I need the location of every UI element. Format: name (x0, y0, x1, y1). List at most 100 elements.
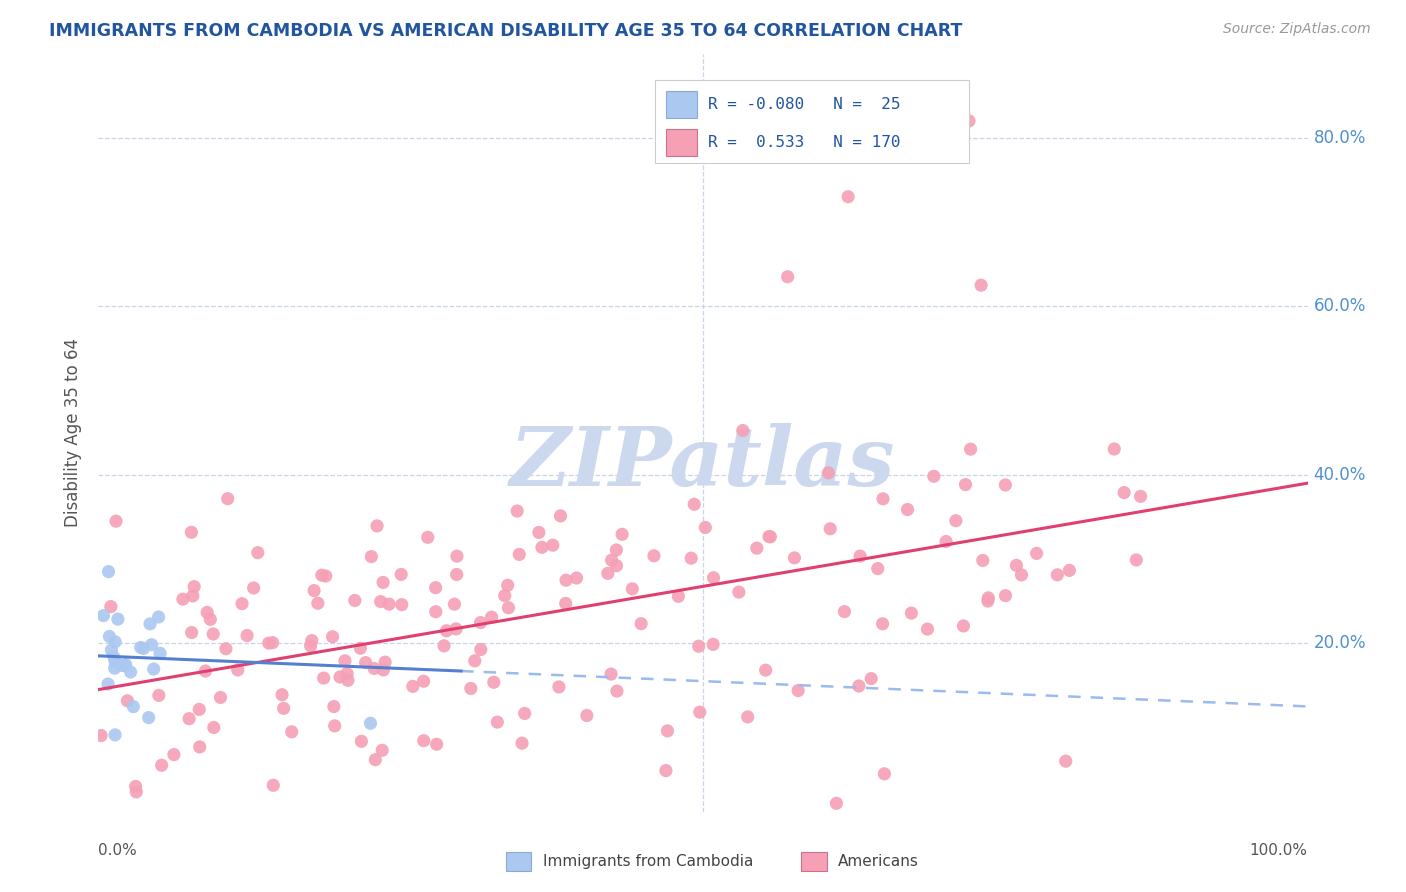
Point (188, 702, 211, 716)
Point (142, 662, 165, 676)
Point (530, 541, 553, 555)
Point (195, 606, 218, 620)
Point (510, 736, 533, 750)
Point (354, 656, 377, 670)
Point (179, 712, 201, 726)
Point (688, 639, 710, 653)
Point (541, 538, 564, 552)
Point (336, 666, 359, 681)
Point (681, 551, 703, 566)
Point (994, 478, 1017, 492)
Point (366, 519, 388, 533)
Point (513, 706, 536, 721)
Point (209, 690, 232, 705)
Point (180, 625, 202, 640)
Point (181, 589, 204, 603)
Point (301, 633, 323, 648)
Point (977, 591, 1000, 605)
Point (114, 657, 136, 672)
Point (100, 599, 122, 614)
Point (180, 525, 202, 540)
Point (236, 628, 259, 642)
Point (1059, 563, 1081, 577)
Point (446, 567, 468, 582)
Point (370, 594, 392, 608)
Point (745, 541, 768, 556)
Point (433, 639, 456, 653)
Point (610, 527, 633, 541)
Text: 20.0%: 20.0% (1313, 634, 1367, 652)
Point (374, 655, 396, 669)
Point (188, 739, 211, 754)
Point (783, 550, 806, 565)
Text: ZIPatlas: ZIPatlas (510, 423, 896, 503)
Point (302, 583, 325, 598)
Point (132, 641, 155, 656)
Point (970, 278, 993, 293)
Point (112, 658, 135, 673)
Point (280, 724, 302, 739)
Point (90, 729, 112, 743)
Point (896, 502, 918, 516)
Point (312, 671, 335, 685)
Point (849, 549, 872, 563)
Point (364, 753, 387, 767)
Point (695, 520, 717, 534)
Point (758, 530, 780, 544)
Point (104, 728, 127, 742)
Point (333, 654, 356, 668)
Point (307, 596, 329, 610)
Point (98, 630, 121, 644)
Point (412, 674, 434, 689)
Y-axis label: Disability Age 35 to 64: Disability Age 35 to 64 (65, 338, 83, 527)
Point (1114, 485, 1136, 500)
Point (666, 590, 689, 604)
Point (922, 469, 945, 483)
Point (818, 522, 841, 536)
Point (527, 525, 550, 540)
Point (917, 622, 939, 636)
Point (446, 549, 468, 563)
Point (412, 733, 434, 747)
Point (508, 548, 530, 562)
Text: 0.0%: 0.0% (98, 843, 138, 858)
Point (273, 701, 295, 715)
Point (860, 672, 883, 686)
Point (630, 616, 652, 631)
Point (150, 758, 173, 772)
Point (172, 592, 194, 607)
Point (554, 596, 576, 610)
Point (371, 743, 394, 757)
Point (486, 715, 509, 730)
Point (350, 734, 373, 748)
Point (689, 705, 711, 719)
Point (872, 616, 894, 631)
Point (107, 612, 129, 626)
Point (104, 634, 127, 648)
Point (643, 549, 665, 563)
Point (93, 608, 115, 623)
Point (952, 619, 974, 633)
Point (226, 663, 249, 677)
Point (436, 624, 458, 638)
Point (787, 683, 810, 698)
Point (299, 639, 322, 653)
Point (148, 689, 170, 703)
Point (657, 723, 679, 738)
Point (124, 780, 146, 794)
Point (703, 571, 725, 585)
Point (97, 677, 120, 691)
Point (482, 675, 505, 690)
Text: Americans: Americans (838, 855, 920, 869)
Text: 100.0%: 100.0% (1250, 843, 1308, 858)
Point (498, 600, 520, 615)
Point (97, 565, 120, 579)
Point (202, 627, 225, 641)
Point (727, 585, 749, 599)
Point (443, 597, 465, 611)
Point (425, 581, 447, 595)
Point (972, 553, 994, 567)
Point (575, 708, 598, 723)
Point (242, 581, 264, 595)
Point (755, 663, 778, 677)
